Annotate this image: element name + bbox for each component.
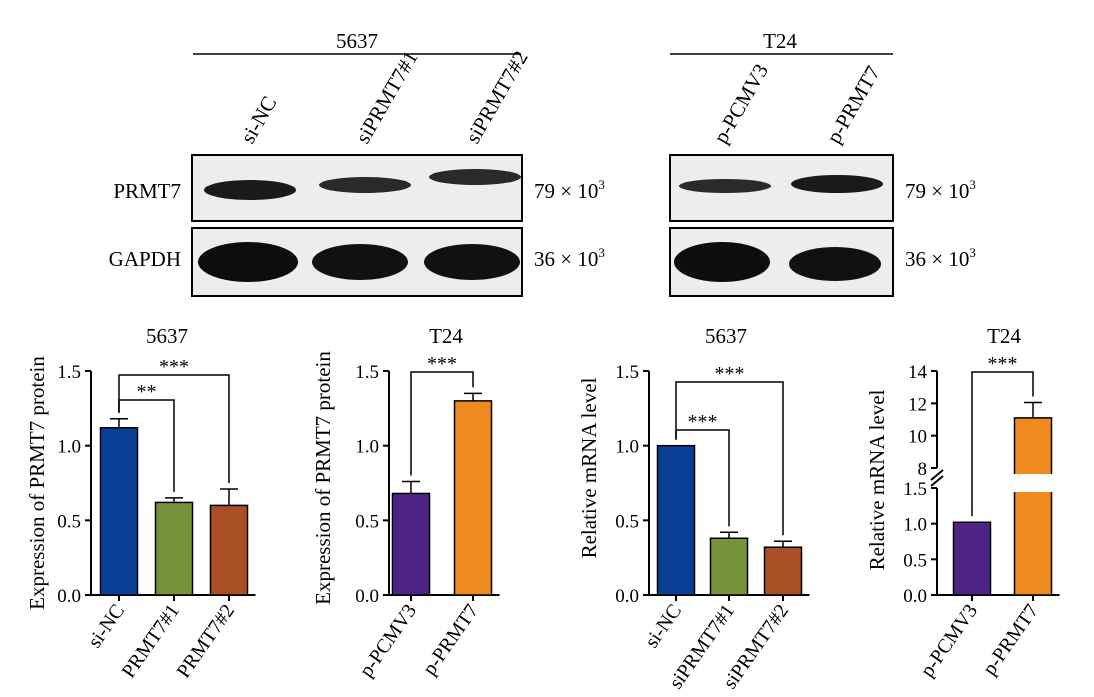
mrna-chart-5637: 5637 Relative mRNA level 0.0 0.5 1.0 1.5 si-NC… <box>577 324 810 693</box>
y-tick-label: 12 <box>908 394 927 415</box>
chart-title: T24 <box>429 324 463 348</box>
molecular-weight-label: 79 × 103 <box>905 177 976 203</box>
y-axis-label: Expression of PRMT7 protein <box>311 351 335 605</box>
lane-label: p-PRMT7 <box>822 62 885 148</box>
blot-band <box>319 177 411 193</box>
blot-band <box>791 175 883 193</box>
y-axis-label: Relative mRNA level <box>577 377 601 558</box>
bar-break-gap <box>1012 474 1054 492</box>
y-tick-label: 1.0 <box>903 515 927 536</box>
bar <box>709 537 749 596</box>
lane-label: si-NC <box>236 92 282 147</box>
axis-break-mark <box>930 475 944 487</box>
y-tick-label: 10 <box>908 427 927 448</box>
x-tick-label: p-PCMV3 <box>355 600 421 681</box>
axis-break-mark <box>930 469 944 481</box>
y-tick-label: 0.0 <box>57 586 81 607</box>
significance-label: *** <box>427 353 457 375</box>
blot-row-label: GAPDH <box>109 247 181 271</box>
y-tick-label: 1.0 <box>355 437 379 458</box>
significance-bracket <box>971 371 1034 517</box>
x-tick-label: si-NC <box>641 600 686 652</box>
significance-label: *** <box>159 356 189 378</box>
molecular-weight-label: 36 × 103 <box>534 245 605 271</box>
chart-title: 5637 <box>705 324 747 348</box>
y-tick-label: 0.5 <box>355 511 379 532</box>
y-tick-label: 1.5 <box>903 479 927 500</box>
x-tick-label: si-NC <box>84 600 129 652</box>
mrna-chart-t24: T24 Relative mRNA level 0.0 0.5 1.0 1.58 10 12 1… <box>865 324 1060 681</box>
chart-title: 5637 <box>146 324 188 348</box>
blot-band <box>674 242 770 282</box>
y-tick-label: 1.0 <box>57 437 81 458</box>
blot-band <box>679 179 771 193</box>
blot-band <box>312 244 408 280</box>
y-tick-label: 1.5 <box>615 362 639 383</box>
blot-band <box>424 244 520 280</box>
bar <box>99 426 139 596</box>
lane-label: siPRMT7#2 <box>461 47 533 148</box>
y-tick-label: 0.0 <box>615 586 639 607</box>
blot-row-label: PRMT7 <box>113 179 181 203</box>
bar <box>391 492 431 596</box>
significance-label: *** <box>688 411 718 433</box>
blot-panel-5637: 5637 si-NC siPRMT7#1 siPRMT7#2 PRMT7 GAP… <box>109 29 605 297</box>
lane-label: siPRMT7#1 <box>351 47 423 148</box>
molecular-weight-label: 79 × 103 <box>534 177 605 203</box>
y-tick-label: 1.5 <box>57 362 81 383</box>
y-tick-label: 0.0 <box>903 586 927 607</box>
bar <box>1013 417 1053 596</box>
y-tick-label: 0.0 <box>355 586 379 607</box>
significance-bracket <box>118 374 230 483</box>
molecular-weight-label: 36 × 103 <box>905 245 976 271</box>
y-tick-label: 0.5 <box>57 511 81 532</box>
bar <box>209 504 249 596</box>
y-axis-label: Relative mRNA level <box>865 389 889 570</box>
protein-chart-t24: T24 Expression of PRMT7 protein 0.0 0.5 1.0 1… <box>311 324 500 681</box>
bar <box>154 501 194 596</box>
protein-chart-5637: 5637 Expression of PRMT7 protein 0.0 0.5 1.0… <box>25 324 256 682</box>
bar <box>952 521 992 596</box>
blot-panel-t24: T24 p-PCMV3 p-PRMT7 79 × 103 36 × 103 <box>669 29 976 297</box>
y-tick-label: 1.0 <box>615 437 639 458</box>
blot-band <box>198 242 298 282</box>
y-tick-label: 14 <box>908 362 928 383</box>
x-tick-label: p-PRMT7 <box>979 600 1044 679</box>
bar <box>453 400 493 596</box>
x-tick-label: p-PRMT7 <box>419 600 484 679</box>
y-tick-label: 8 <box>918 459 928 480</box>
y-tick-label: 0.5 <box>903 550 927 571</box>
significance-bracket <box>410 371 474 476</box>
significance-label: ** <box>137 381 157 403</box>
y-axis-label: Expression of PRMT7 protein <box>25 356 49 610</box>
blot-band <box>789 247 881 281</box>
significance-label: *** <box>988 353 1018 375</box>
blot-cell-line-label: 5637 <box>336 29 378 53</box>
y-tick-label: 1.5 <box>355 362 379 383</box>
significance-label: *** <box>715 363 745 385</box>
x-tick-label: p-PCMV3 <box>916 600 982 681</box>
blot-cell-line-label: T24 <box>763 29 797 53</box>
blot-band <box>429 169 521 185</box>
lane-label: p-PCMV3 <box>709 60 774 148</box>
y-tick-label: 0.5 <box>615 511 639 532</box>
bar <box>763 546 803 596</box>
bar <box>656 444 696 596</box>
chart-title: T24 <box>987 324 1021 348</box>
significance-bracket <box>675 381 784 536</box>
blot-band <box>204 180 296 200</box>
